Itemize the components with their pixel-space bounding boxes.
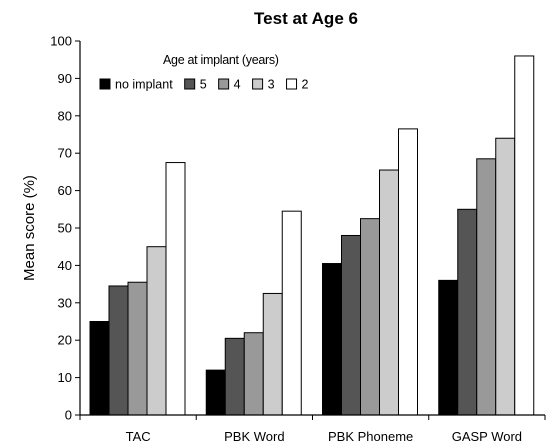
x-category-label: TAC xyxy=(126,429,151,444)
bar xyxy=(205,369,226,416)
bar xyxy=(281,210,302,416)
bar xyxy=(514,55,535,416)
legend-swatch xyxy=(218,78,230,90)
y-tick-label: 0 xyxy=(65,408,72,423)
y-tick-label: 80 xyxy=(58,108,72,123)
y-tick-label: 100 xyxy=(50,34,72,49)
y-tick-label: 60 xyxy=(58,183,72,198)
legend-title: Age at implant (years) xyxy=(163,53,279,67)
bar xyxy=(224,337,245,416)
legend-label: no implant xyxy=(115,78,173,92)
y-tick-label: 50 xyxy=(58,221,72,236)
bar xyxy=(262,292,283,416)
y-tick-label: 10 xyxy=(58,370,72,385)
legend-swatch xyxy=(184,78,196,90)
chart-title: Test at Age 6 xyxy=(254,9,358,28)
bar xyxy=(322,263,342,416)
bar xyxy=(127,281,148,416)
y-tick-label: 70 xyxy=(58,146,72,161)
y-tick-label: 90 xyxy=(58,71,72,86)
x-category-label: PBK Phoneme xyxy=(328,429,413,444)
bar xyxy=(243,332,264,416)
legend-label: 4 xyxy=(234,78,241,92)
legend-swatch xyxy=(252,78,264,90)
bar xyxy=(108,285,129,416)
x-category-label: PBK Word xyxy=(224,429,284,444)
bar xyxy=(398,128,418,416)
legend-label: 5 xyxy=(200,78,207,92)
y-tick-label: 30 xyxy=(58,295,72,310)
x-category-label: GASP Word xyxy=(452,429,522,444)
bar xyxy=(457,208,478,416)
legend-label: 3 xyxy=(268,78,275,92)
bar xyxy=(341,234,361,416)
bar xyxy=(476,158,497,416)
legend-label: 2 xyxy=(302,78,309,92)
bar xyxy=(438,279,459,416)
bar xyxy=(146,246,167,416)
bar xyxy=(495,137,516,416)
legend: Age at implant (years) no implant 5 4 3 2 xyxy=(99,53,309,92)
y-axis-label: Mean score (%) xyxy=(21,175,38,281)
axes-group: 0 10 20 30 40 50 60 70 80 90 100 TAC PBK Word PBK Pho… xyxy=(50,34,546,444)
legend-swatch xyxy=(286,78,298,90)
bar xyxy=(379,169,399,416)
bars-group xyxy=(89,55,535,416)
legend-swatch xyxy=(99,78,111,90)
bar xyxy=(89,321,110,416)
bar xyxy=(360,218,380,416)
y-tick-label: 20 xyxy=(58,333,72,348)
bar xyxy=(165,162,186,416)
y-tick-label: 40 xyxy=(58,258,72,273)
